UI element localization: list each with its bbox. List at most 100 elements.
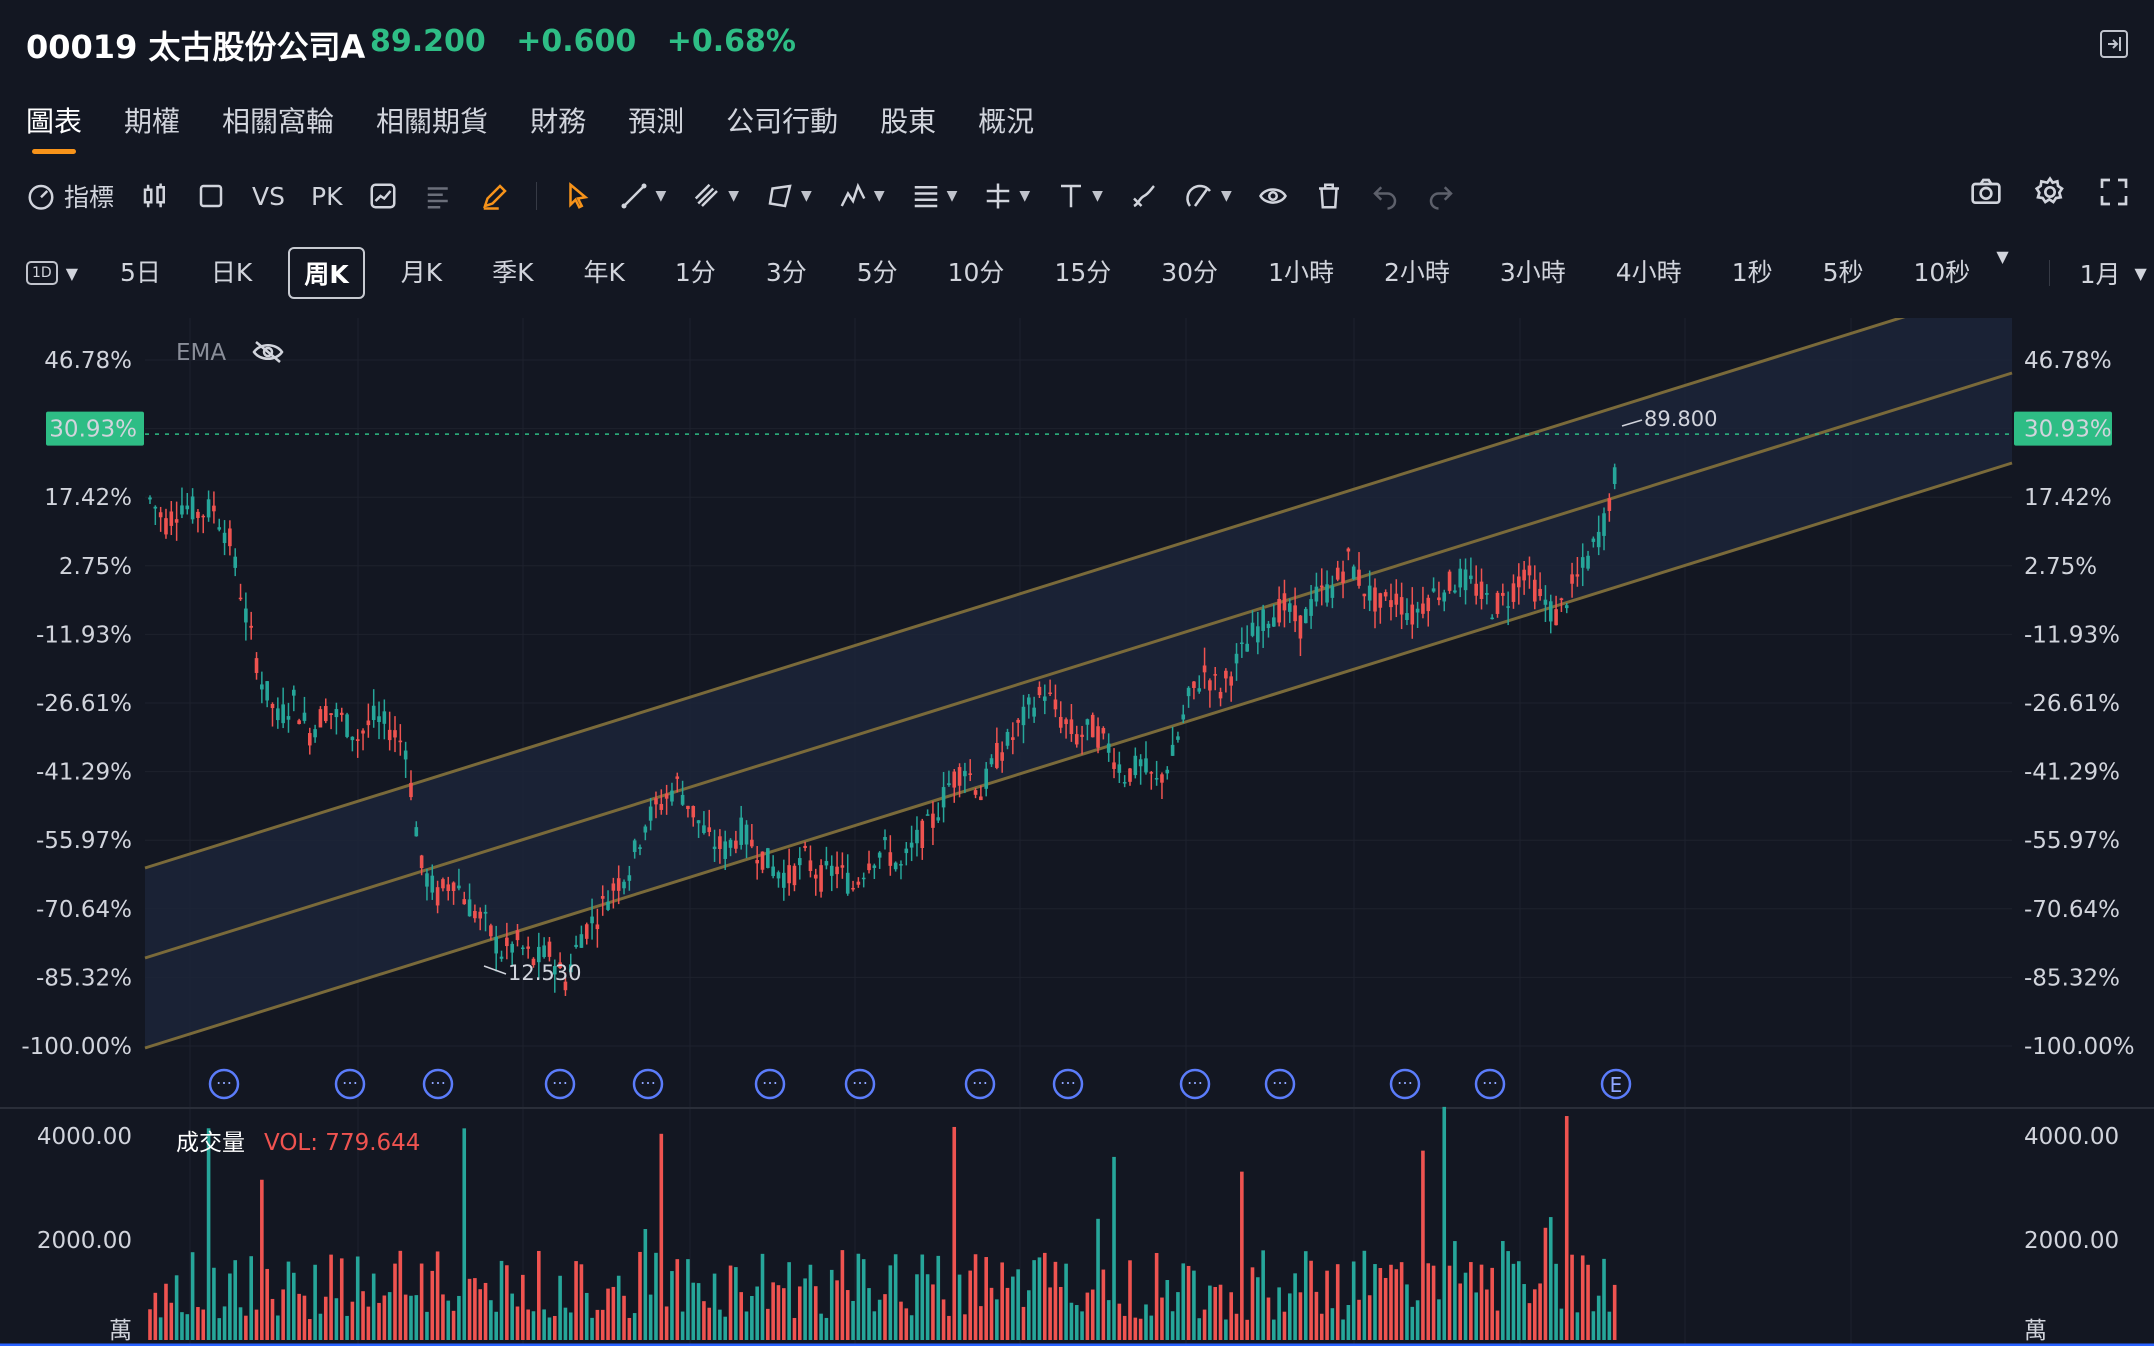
event-marker[interactable]: … — [1264, 1068, 1296, 1100]
volume-bar — [1058, 1286, 1063, 1340]
interval-16[interactable]: 1秒 — [1731, 258, 1773, 287]
event-marker[interactable]: E — [1600, 1068, 1632, 1100]
collapse-panel-icon[interactable] — [2100, 30, 2128, 58]
eye-off-icon[interactable] — [252, 341, 284, 363]
interval-11[interactable]: 30分 — [1161, 258, 1219, 287]
align-button[interactable] — [424, 176, 454, 216]
interval-5[interactable]: 年K — [583, 258, 625, 287]
volume-bar — [521, 1274, 525, 1340]
interval-13[interactable]: 2小時 — [1383, 258, 1450, 287]
fib-button[interactable]: ▼ — [911, 176, 957, 216]
tab-7[interactable]: 股東 — [880, 105, 937, 138]
candle-body — [680, 794, 685, 805]
volume-bar — [984, 1257, 988, 1340]
pen-button[interactable] — [480, 176, 510, 216]
channel-button[interactable]: ▼ — [692, 176, 739, 216]
brush-button[interactable] — [1129, 176, 1159, 216]
event-marker-label: … — [1482, 1069, 1498, 1088]
fullscreen-icon[interactable] — [2098, 176, 2130, 208]
indicator-label: 指標 — [64, 183, 115, 212]
candle-body — [1506, 606, 1510, 608]
event-marker[interactable]: … — [208, 1068, 240, 1100]
interval-selector[interactable]: 1D ▼ — [26, 261, 78, 285]
undo-button[interactable] — [1370, 176, 1400, 216]
interval-18[interactable]: 10秒 — [1913, 258, 1971, 287]
candle-body — [366, 720, 371, 726]
volume-bar — [1437, 1299, 1441, 1340]
candle-body — [499, 956, 504, 959]
polygon-button[interactable]: ▼ — [765, 176, 812, 216]
volume-bar — [1250, 1267, 1255, 1340]
interval-14[interactable]: 3小時 — [1499, 258, 1566, 287]
tab-5[interactable]: 預測 — [628, 105, 685, 138]
interval-4[interactable]: 季K — [492, 258, 534, 287]
tab-6[interactable]: 公司行動 — [726, 105, 839, 138]
tab-2[interactable]: 相關窩輪 — [222, 105, 335, 138]
candle-body — [451, 882, 456, 891]
visibility-button[interactable] — [1258, 176, 1288, 216]
event-marker[interactable]: … — [1179, 1068, 1211, 1100]
interval-10[interactable]: 15分 — [1054, 258, 1112, 287]
event-marker[interactable]: … — [754, 1068, 786, 1100]
delete-drawings-button[interactable] — [1314, 176, 1344, 216]
tab-0[interactable]: 圖表 — [26, 100, 82, 154]
price-chart[interactable]: 46.78% 46.78% 30.93% 30.93% 17.42% 17.42% 2.75… — [0, 318, 2154, 1346]
candle-body — [622, 881, 626, 889]
event-marker[interactable]: … — [1474, 1068, 1506, 1100]
event-marker[interactable]: … — [964, 1068, 996, 1100]
candle-body — [1122, 782, 1127, 784]
camera-icon[interactable] — [1970, 176, 2002, 208]
volume-bar — [888, 1265, 893, 1340]
eraser-button[interactable]: ▼ — [1185, 176, 1232, 216]
interval-9[interactable]: 10分 — [947, 258, 1005, 287]
interval-12[interactable]: 1小時 — [1268, 258, 1334, 287]
volume-bar — [616, 1275, 621, 1340]
event-marker[interactable]: … — [422, 1068, 454, 1100]
candle-body — [435, 887, 440, 906]
interval-8[interactable]: 5分 — [856, 258, 898, 287]
tab-1[interactable]: 期權 — [124, 105, 181, 138]
pattern-button[interactable]: ▼ — [838, 176, 885, 216]
volume-bar — [1575, 1312, 1580, 1340]
event-marker[interactable]: … — [1052, 1068, 1084, 1100]
event-marker-label: … — [762, 1069, 778, 1088]
measure-button[interactable]: ▼ — [983, 176, 1030, 216]
event-marker[interactable]: … — [632, 1068, 664, 1100]
tab-3[interactable]: 相關期貨 — [376, 105, 489, 138]
interval-15[interactable]: 4小時 — [1615, 258, 1682, 287]
event-marker[interactable]: … — [844, 1068, 876, 1100]
volume-bar — [542, 1309, 546, 1340]
range-selector[interactable]: 1月 ▼ — [2080, 255, 2147, 291]
text-button[interactable]: ▼ — [1056, 176, 1103, 216]
volume-bar — [606, 1288, 610, 1340]
interval-0[interactable]: 5日 — [120, 258, 161, 287]
candle-body — [526, 946, 530, 949]
gear-icon[interactable] — [2034, 176, 2066, 208]
indicator-button[interactable]: 指標 — [26, 176, 114, 216]
interval-6[interactable]: 1分 — [674, 258, 716, 287]
chart-type-button[interactable] — [140, 176, 170, 216]
trend-line-button[interactable]: ▼ — [619, 176, 666, 216]
event-marker[interactable]: … — [544, 1068, 576, 1100]
event-marker[interactable]: … — [334, 1068, 366, 1100]
indicator-line-button[interactable] — [368, 176, 398, 216]
volume-bar — [297, 1293, 301, 1340]
event-marker[interactable]: … — [1389, 1068, 1421, 1100]
interval-7[interactable]: 3分 — [765, 258, 807, 287]
tab-8[interactable]: 概況 — [978, 105, 1035, 138]
interval-3[interactable]: 月K — [400, 258, 443, 287]
pk-button[interactable]: PK — [311, 181, 343, 211]
interval-2[interactable]: 周K — [288, 247, 365, 299]
candle-body — [1128, 768, 1132, 782]
redo-button[interactable] — [1426, 176, 1456, 216]
interval-1[interactable]: 日K — [210, 258, 253, 287]
interval-17[interactable]: 5秒 — [1822, 258, 1864, 287]
candle-body — [1437, 597, 1441, 601]
compare-box-button[interactable] — [196, 176, 226, 216]
candle-body — [1261, 609, 1265, 631]
candle-body — [1058, 716, 1063, 728]
vs-button[interactable]: VS — [252, 181, 285, 211]
tab-4[interactable]: 財務 — [530, 105, 587, 138]
cursor-button[interactable] — [563, 176, 593, 216]
candle-body — [1575, 574, 1580, 577]
